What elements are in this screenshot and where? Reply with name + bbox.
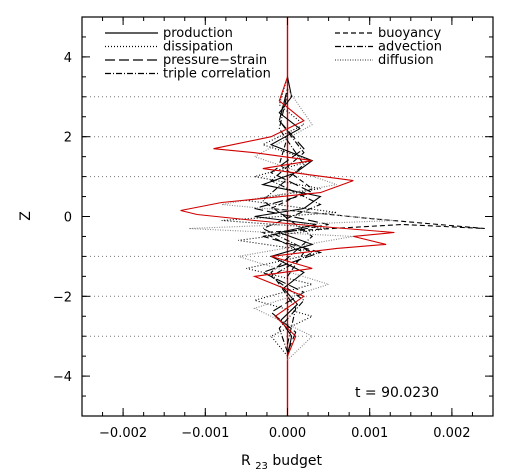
legend-label: dissipation	[163, 40, 233, 55]
x-tick-label: 0.001	[351, 426, 388, 441]
reference-lines	[82, 96, 493, 337]
x-axis-title-subscript: 23	[255, 461, 268, 472]
series-line-dissipation	[221, 76, 337, 357]
series-line-red	[180, 76, 395, 357]
legend-label: advection	[378, 40, 442, 55]
axis-ticks: −0.002 −0.001 0.000 0.001 0.002 −4 −2 0 2 4	[53, 16, 494, 441]
legend-label: buoyancy	[378, 26, 441, 41]
x-axis-title: R 23 budget	[241, 453, 323, 473]
series-line-advection	[261, 92, 314, 345]
x-tick-label: 0.002	[433, 426, 470, 441]
legend-label: triple correlation	[163, 67, 271, 82]
legend-label: diffusion	[378, 53, 434, 68]
y-tick-label: 4	[64, 51, 72, 66]
x-axis-title-suffix: budget	[272, 453, 322, 469]
legend-label: production	[163, 26, 233, 41]
x-tick-label: 0.000	[269, 426, 306, 441]
series-layer	[180, 76, 485, 361]
y-tick-label: −4	[53, 370, 72, 385]
series-line-triple-correlation	[261, 88, 322, 353]
series-line-pressure-strain	[254, 88, 329, 353]
series-line-diffusion	[188, 88, 395, 361]
y-tick-label: 0	[64, 211, 72, 226]
y-tick-label: −2	[53, 290, 72, 305]
x-axis-title-main: R	[241, 453, 251, 469]
y-axis-title: Z	[18, 211, 34, 221]
y-tick-label: 2	[64, 131, 72, 146]
series-line-buoyancy	[260, 136, 485, 277]
legend: productiondissipationpressure−straintrip…	[105, 26, 442, 82]
legend-label: pressure−strain	[163, 53, 267, 68]
x-tick-label: −0.002	[99, 426, 147, 441]
x-tick-label: −0.001	[181, 426, 229, 441]
time-annotation: t = 90.0230	[355, 385, 439, 401]
